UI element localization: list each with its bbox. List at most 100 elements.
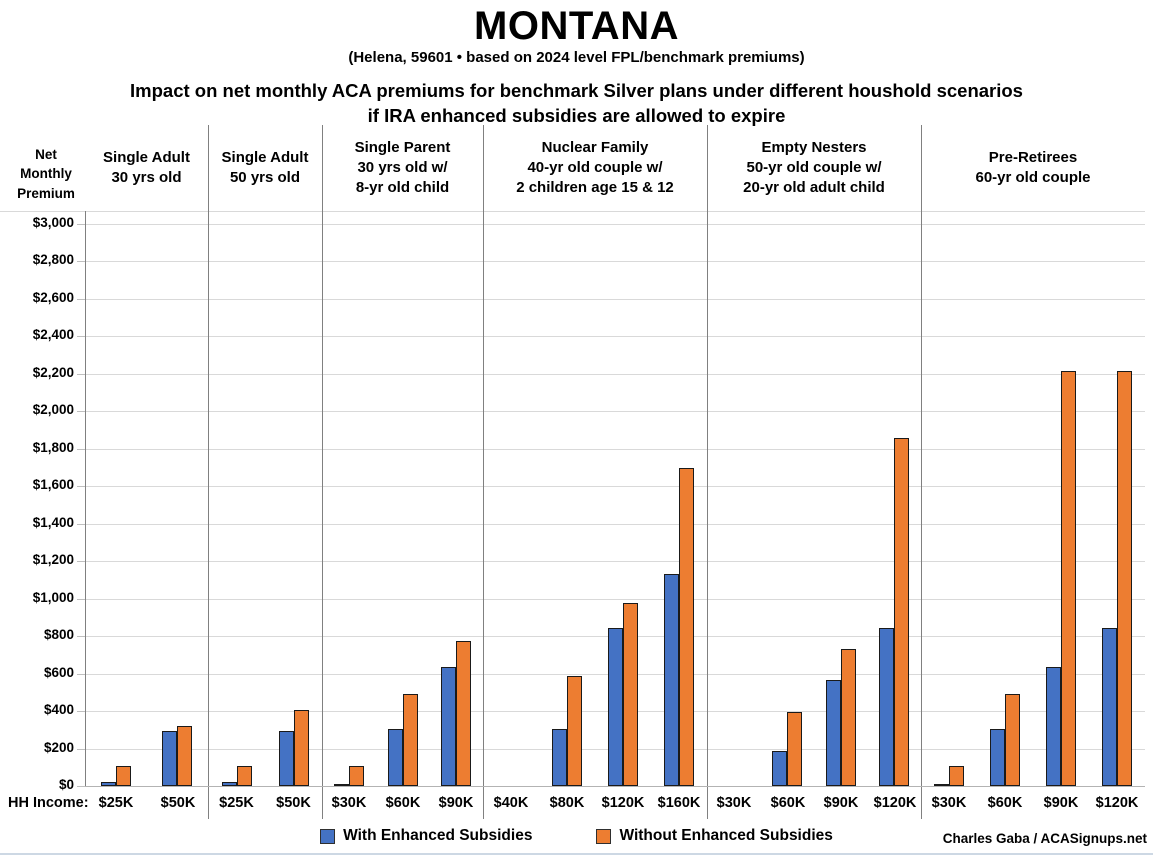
y-axis-tick-mark <box>77 411 85 412</box>
y-axis-tick-mark <box>77 486 85 487</box>
y-axis-tick-mark <box>77 561 85 562</box>
legend-label: Without Enhanced Subsidies <box>619 827 833 844</box>
y-axis-tick-mark <box>77 374 85 375</box>
gridline <box>85 374 1145 375</box>
y-axis-tick-mark <box>77 786 85 787</box>
group-divider <box>707 125 708 819</box>
legend-item-without-enhanced: Without Enhanced Subsidies <box>596 827 833 845</box>
hh-income-tick-label: $60K <box>770 795 806 811</box>
y-axis-tick-label: $2,200 <box>32 365 74 380</box>
y-axis-tick-label: $1,600 <box>32 477 74 492</box>
group-header: Single Adult 30 yrs old <box>103 149 190 186</box>
bar-with-enhanced-subsidies <box>934 784 949 786</box>
group-header: Single Parent 30 yrs old w/ 8-yr old chi… <box>354 139 451 196</box>
bar-without-enhanced-subsidies <box>403 694 418 786</box>
hh-income-label: HH Income: <box>8 795 89 811</box>
bar-without-enhanced-subsidies <box>177 726 192 786</box>
bar-with-enhanced-subsidies <box>222 782 237 786</box>
bar-without-enhanced-subsidies <box>294 710 309 786</box>
y-axis-tick-mark <box>77 336 85 337</box>
group-divider <box>322 125 323 819</box>
bar-without-enhanced-subsidies <box>1061 371 1076 786</box>
bar-without-enhanced-subsidies <box>1005 694 1020 786</box>
bar-with-enhanced-subsidies <box>1102 628 1117 786</box>
gridline <box>85 524 1145 525</box>
legend-label: With Enhanced Subsidies <box>343 827 533 844</box>
y-axis-tick-label: $2,400 <box>32 327 74 342</box>
bar-with-enhanced-subsidies <box>388 729 403 786</box>
gridline <box>85 449 1145 450</box>
hh-income-tick-label: $120K <box>601 795 645 811</box>
bar-with-enhanced-subsidies <box>162 731 177 786</box>
hh-income-tick-label: $120K <box>873 795 917 811</box>
bar-with-enhanced-subsidies <box>608 628 623 786</box>
bar-without-enhanced-subsidies <box>623 603 638 786</box>
group-divider <box>208 125 209 819</box>
hh-income-tick-label: $60K <box>987 795 1023 811</box>
hh-income-tick-label: $60K <box>385 795 421 811</box>
gridline <box>85 299 1145 300</box>
bar-with-enhanced-subsidies <box>990 729 1005 786</box>
bar-with-enhanced-subsidies <box>664 574 679 786</box>
y-axis-tick-label: $200 <box>43 740 74 755</box>
y-axis-tick-mark <box>77 749 85 750</box>
y-axis-tick-mark <box>77 711 85 712</box>
y-axis-tick-label: $800 <box>43 627 74 642</box>
bar-without-enhanced-subsidies <box>841 649 856 786</box>
page-subtitle: (Helena, 59601 • based on 2024 level FPL… <box>348 49 805 66</box>
bar-without-enhanced-subsidies <box>349 766 364 786</box>
y-axis-tick-label: $1,000 <box>32 590 74 605</box>
y-axis-tick-mark <box>77 299 85 300</box>
bar-without-enhanced-subsidies <box>679 468 694 786</box>
y-axis-tick-label: $2,800 <box>32 252 74 267</box>
bar-with-enhanced-subsidies <box>334 784 349 786</box>
hh-income-tick-label: $160K <box>657 795 701 811</box>
gridline <box>85 411 1145 412</box>
bar-without-enhanced-subsidies <box>894 438 909 786</box>
bar-with-enhanced-subsidies <box>552 729 567 786</box>
y-axis-tick-mark <box>77 224 85 225</box>
y-axis-tick-label: $1,400 <box>32 515 74 530</box>
hh-income-tick-label: $50K <box>276 795 311 811</box>
y-axis-title: Net Monthly Premium <box>17 146 75 201</box>
gridline <box>85 261 1145 262</box>
hh-income-tick-label: $25K <box>219 795 254 811</box>
hh-income-tick-label: $30K <box>331 795 367 811</box>
bar-with-enhanced-subsidies <box>441 667 456 786</box>
bar-without-enhanced-subsidies <box>949 766 964 786</box>
legend-swatch-blue-icon <box>320 828 336 844</box>
bar-without-enhanced-subsidies <box>116 766 131 786</box>
y-axis-tick-label: $400 <box>43 702 74 717</box>
chart-heading-line2: if IRA enhanced subsidies are allowed to… <box>367 105 786 126</box>
group-header: Pre-Retirees 60-yr old couple <box>975 149 1091 186</box>
y-axis-tick-mark <box>77 524 85 525</box>
bar-with-enhanced-subsidies <box>279 731 294 786</box>
hh-income-tick-label: $25K <box>98 795 134 811</box>
bar-with-enhanced-subsidies <box>772 751 787 786</box>
y-axis-tick-mark <box>77 599 85 600</box>
bar-with-enhanced-subsidies <box>879 628 894 786</box>
bar-without-enhanced-subsidies <box>237 766 252 786</box>
bar-with-enhanced-subsidies <box>101 782 116 786</box>
group-header: Single Adult 50 yrs old <box>221 149 309 186</box>
hh-income-tick-label: $30K <box>931 795 967 811</box>
y-axis-tick-mark <box>77 674 85 675</box>
bar-without-enhanced-subsidies <box>787 712 802 786</box>
gridline <box>85 224 1145 225</box>
gridline <box>85 599 1145 600</box>
group-header: Nuclear Family 40-yr old couple w/ 2 chi… <box>516 139 674 196</box>
y-axis-tick-label: $3,000 <box>32 215 74 230</box>
gridline <box>85 561 1145 562</box>
chart-heading-line1: Impact on net monthly ACA premiums for b… <box>130 80 1023 101</box>
y-axis-tick-label: $0 <box>58 777 74 792</box>
credit-attribution: Charles Gaba / ACASignups.net <box>942 831 1147 846</box>
hh-income-tick-label: $40K <box>493 795 529 811</box>
y-axis-tick-label: $2,600 <box>32 290 74 305</box>
group-header: Empty Nesters 50-yr old couple w/ 20-yr … <box>743 139 885 196</box>
page-title: MONTANA <box>474 4 679 48</box>
group-divider <box>483 125 484 819</box>
legend-item-with-enhanced: With Enhanced Subsidies <box>320 827 532 845</box>
x-axis-baseline <box>85 786 1145 787</box>
bar-without-enhanced-subsidies <box>456 641 471 786</box>
